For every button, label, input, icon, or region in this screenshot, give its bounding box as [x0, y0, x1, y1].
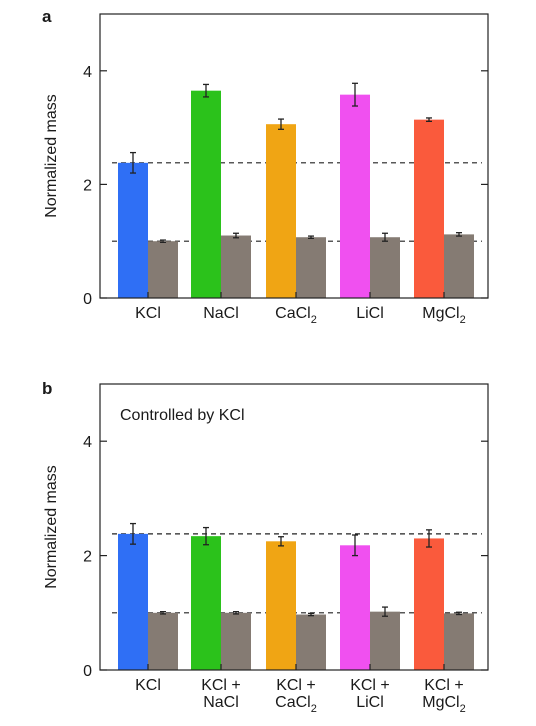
y-tick-label: 0 — [83, 291, 92, 308]
panel-b: b Normalized mass Controlled by KCl 0 2 4 KCl K… — [42, 379, 489, 715]
category-label: KCl + — [350, 677, 390, 694]
panel-a: a Normalized mass 0 2 4 KCl NaCl CaCl2 LiCl MgCl2 — [42, 7, 489, 326]
error-bar-series2-2 — [308, 612, 314, 617]
error-bar-series2-4 — [456, 611, 462, 616]
y-axis-label: Normalized mass — [43, 94, 60, 218]
bar-series1-4 — [414, 538, 444, 670]
category-label: KCl + — [201, 677, 241, 694]
category-label: MgCl2 — [422, 305, 465, 326]
error-bar-series2-4 — [456, 232, 462, 237]
category-label: KCl + — [276, 677, 316, 694]
category-label: CaCl2 — [275, 694, 317, 715]
error-bar-series2-1 — [233, 611, 239, 615]
error-bar-series1-0 — [130, 151, 136, 174]
error-bar-series1-2 — [278, 118, 284, 130]
y-tick-label: 0 — [83, 663, 92, 680]
y-tick-label: 2 — [83, 549, 92, 566]
bar-series2-4 — [444, 234, 474, 298]
y-tick-label: 2 — [83, 177, 92, 194]
error-bar-series2-3 — [382, 606, 388, 617]
error-bar-series1-3 — [352, 82, 358, 107]
error-bar-series2-2 — [308, 235, 314, 240]
bar-series1-0 — [118, 162, 148, 298]
category-label: CaCl2 — [275, 305, 317, 326]
bar-series2-0 — [148, 241, 178, 298]
bar-series2-2 — [296, 237, 326, 298]
bar-series1-3 — [340, 94, 370, 298]
category-label: MgCl2 — [422, 694, 465, 715]
category-label: NaCl — [203, 694, 239, 711]
error-bar-series1-2 — [278, 536, 284, 547]
error-bar-series2-1 — [233, 232, 239, 239]
error-bar-series1-3 — [352, 534, 358, 557]
error-bar-series1-1 — [203, 83, 209, 98]
bar-series2-1 — [221, 235, 251, 298]
bar-series2-4 — [444, 613, 474, 670]
y-tick-label: 4 — [83, 64, 92, 81]
bar-series1-3 — [340, 545, 370, 670]
category-label: LiCl — [356, 694, 384, 711]
bar-series1-1 — [191, 90, 221, 299]
category-label: NaCl — [203, 305, 239, 322]
error-bar-series1-4 — [426, 117, 432, 123]
category-label: KCl + — [424, 677, 464, 694]
error-bar-series2-0 — [160, 611, 166, 615]
error-bar-series1-1 — [203, 526, 209, 546]
bar-series1-4 — [414, 119, 444, 298]
error-bar-series2-3 — [382, 232, 388, 242]
bar-series2-3 — [370, 611, 400, 670]
bar-series1-0 — [118, 533, 148, 670]
panel-letter: a — [42, 7, 52, 26]
bar-series2-1 — [221, 612, 251, 670]
panel-letter: b — [42, 379, 52, 398]
bar-series2-0 — [148, 612, 178, 670]
y-axis-label: Normalized mass — [43, 465, 60, 589]
error-bar-series1-0 — [130, 522, 136, 545]
bar-series1-1 — [191, 536, 221, 670]
bar-series1-2 — [266, 541, 296, 670]
error-bar-series1-4 — [426, 529, 432, 548]
bar-series1-2 — [266, 124, 296, 298]
y-tick-label: 4 — [83, 434, 92, 451]
bar-series2-2 — [296, 614, 326, 670]
bar-series2-3 — [370, 237, 400, 298]
category-label: KCl — [135, 305, 161, 322]
error-bar-series2-0 — [160, 239, 166, 243]
category-label: LiCl — [356, 305, 384, 322]
category-label: KCl — [135, 677, 161, 694]
plot-frame — [99, 383, 489, 671]
plot-frame — [99, 13, 489, 299]
annotation: Controlled by KCl — [120, 407, 245, 424]
